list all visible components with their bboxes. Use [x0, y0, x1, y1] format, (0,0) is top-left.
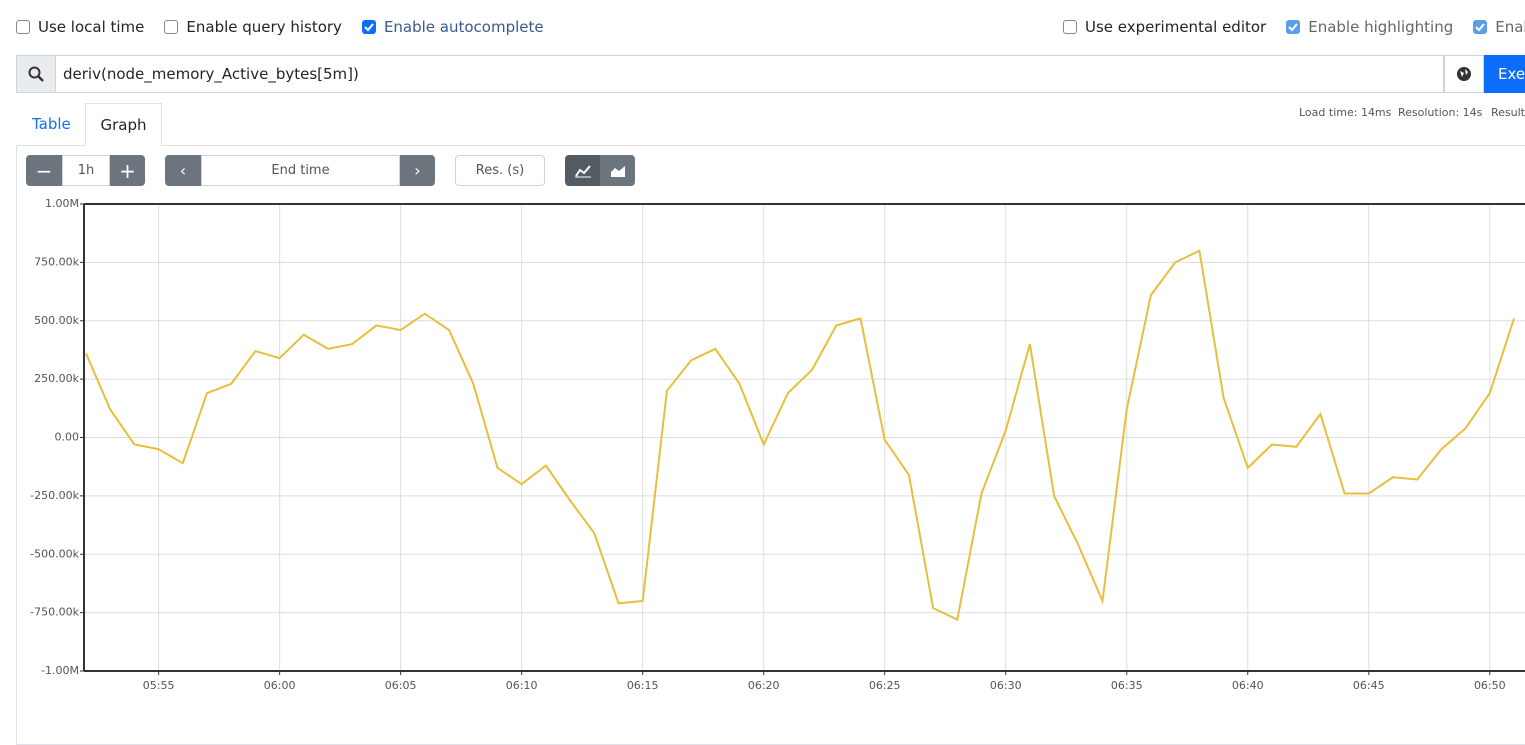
option: Enable query history [164, 18, 342, 36]
x-tick-label: 06:25 [869, 679, 901, 692]
metrics-explorer[interactable] [1444, 55, 1484, 93]
x-tick-label: 06:45 [1353, 679, 1385, 692]
y-tick-label: 250.00k [34, 372, 79, 385]
option: Enable highlighting [1286, 18, 1453, 36]
tab-active[interactable]: Graph [85, 103, 162, 146]
x-tick-label: 06:50 [1474, 679, 1506, 692]
y-tick-label: -250.00k [30, 489, 79, 502]
x-tick-label: 06:00 [264, 679, 296, 692]
checkbox[interactable] [1473, 20, 1488, 34]
query-input[interactable]: deriv(node_memory_Active_bytes[5m]) [55, 55, 1444, 93]
checkbox[interactable] [1063, 20, 1077, 34]
checkbox[interactable] [1286, 20, 1301, 34]
y-tick-label: 0.00 [55, 431, 80, 444]
options-left: Use local time Enable query history Enable… [16, 18, 544, 36]
end-time-input[interactable]: End time [201, 155, 400, 186]
x-tick-label: 05:55 [143, 679, 175, 692]
chart: -1.00M -750.00k -500.00k -250.00k 0.00 250.00… [30, 197, 1525, 692]
y-tick-label: 1.00M [45, 197, 79, 210]
x-tick-label: 06:20 [748, 679, 780, 692]
tab[interactable]: Table [32, 115, 71, 133]
y-tick-label: 500.00k [34, 314, 79, 327]
option-label[interactable]: Use experimental editor [1085, 18, 1267, 36]
stat: Load time: 14ms [1299, 106, 1392, 119]
options-right: Use experimental editor Enable highlighti… [1063, 18, 1525, 36]
back[interactable]: ‹ [165, 155, 201, 186]
series-line [85, 249, 1515, 622]
option-label[interactable]: Use local time [38, 18, 145, 36]
search-icon [16, 55, 56, 93]
checkbox[interactable] [361, 20, 376, 34]
option: Enable [1473, 18, 1525, 36]
x-tick-label: 06:15 [627, 679, 659, 692]
option-label[interactable]: Enable highlighting [1308, 18, 1454, 36]
y-tick-label: 750.00k [34, 255, 79, 268]
forward[interactable]: › [400, 155, 435, 186]
y-tick-label: -1.00M [41, 664, 79, 677]
option-label[interactable]: Enable [1495, 18, 1525, 36]
line-mode[interactable] [565, 155, 600, 186]
x-tick-label: 06:10 [506, 679, 538, 692]
stat: Result [1491, 106, 1525, 119]
stat: Resolution: 14s [1398, 106, 1483, 119]
increase-range[interactable]: + [110, 155, 145, 186]
resolution-input[interactable]: Res. (s) [455, 155, 545, 186]
y-tick-label: -500.00k [30, 547, 79, 560]
option: Use experimental editor [1063, 18, 1266, 36]
x-tick-label: 06:30 [990, 679, 1022, 692]
x-tick-label: 06:40 [1232, 679, 1264, 692]
option: Use local time [16, 18, 144, 36]
stacked-mode[interactable] [600, 155, 635, 186]
checkbox[interactable] [16, 20, 30, 34]
option: Enable autocomplete [361, 18, 544, 36]
page: Use local time Enable query history Enable… [16, 18, 1525, 745]
range-input[interactable]: 1h [62, 155, 110, 186]
x-tick-label: 06:05 [385, 679, 417, 692]
decrease-range[interactable]: − [26, 155, 62, 186]
option-label[interactable]: Enable query history [186, 18, 342, 36]
x-tick-label: 06:35 [1111, 679, 1143, 692]
option-label[interactable]: Enable autocomplete [383, 18, 544, 36]
execute-button[interactable]: Exec [1484, 55, 1525, 93]
y-tick-label: -750.00k [30, 606, 79, 619]
checkbox[interactable] [164, 20, 179, 34]
